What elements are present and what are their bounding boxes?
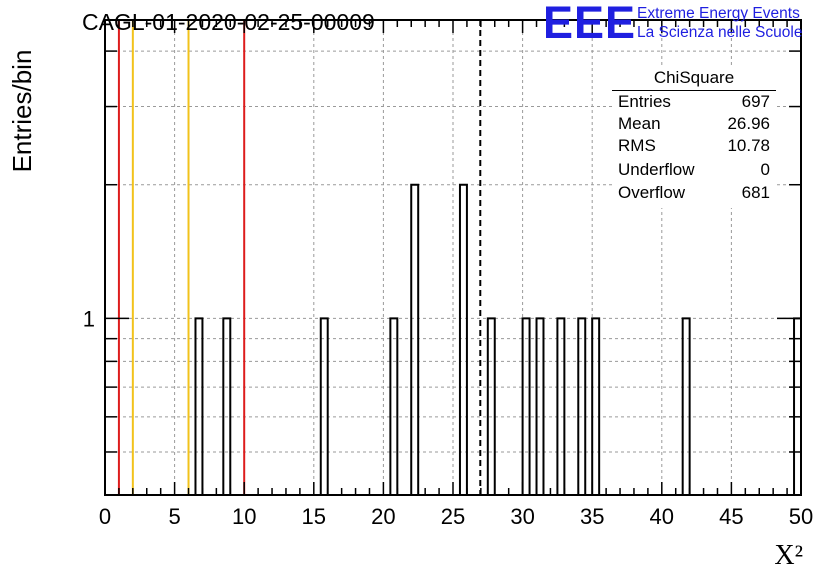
histogram-bar [556,317,566,495]
stats-row-rms: RMS 10.78 [618,136,770,158]
stats-row-underflow: Underflow 0 [618,160,770,182]
histogram-bar [591,317,601,495]
stats-title: ChiSquare [653,68,735,87]
y-axis-ticks: 1 [83,50,801,453]
histogram-bar [535,317,545,495]
histogram-bar [458,183,468,495]
x-tick-label: 50 [789,504,813,529]
stats-label: RMS [618,136,656,155]
stats-label: Overflow [618,183,686,202]
histogram-bar [681,317,691,495]
x-tick-label: 5 [168,504,180,529]
histogram-bar [389,317,399,495]
stats-row-overflow: Overflow 681 [618,183,770,205]
x-tick-label: 10 [232,504,256,529]
stats-label: Mean [618,114,661,133]
reference-lines [117,20,482,495]
histogram-bar [577,317,587,495]
histogram-bar [521,317,531,495]
histogram-bar [222,317,232,495]
stats-divider [612,90,776,91]
histogram-bar [194,317,204,495]
stats-value: 10.78 [727,136,770,155]
stats-row-mean: Mean 26.96 [618,114,770,136]
histogram-bar [410,183,420,495]
x-tick-label: 35 [580,504,604,529]
stats-value: 0 [760,160,770,179]
eee-logo-mark: EEE [543,0,637,48]
x-tick-label: 0 [99,504,111,529]
logo-subtitle-line-1: Extreme Energy Events [637,5,800,22]
histogram-bars [194,183,802,495]
x-tick-label: 15 [302,504,326,529]
stats-value: 26.96 [727,114,770,133]
y-tick-label: 1 [83,306,95,331]
stats-label: Entries [618,92,671,111]
x-tick-label: 45 [719,504,743,529]
stats-box: ChiSquare Entries 697 Mean 26.96 RMS 10.… [612,66,776,208]
histogram-bar [486,317,496,495]
stats-value: 697 [741,92,770,111]
x-axis-label: X² [774,540,803,571]
histogram-bar [793,317,802,495]
stats-label: Underflow [618,160,695,179]
stats-value: 681 [741,183,770,202]
logo-subtitle-line-2: La Scienza nelle Scuole [637,24,803,41]
eee-logo: EEE Extreme Energy Events La Scienza nel… [543,0,833,48]
histogram-bar [319,317,329,495]
run-title: CAGL-01-2020-02-25-00009 [82,9,375,35]
x-tick-label: 40 [650,504,674,529]
stats-row-entries: Entries 697 [618,92,770,114]
x-tick-label: 20 [371,504,395,529]
x-axis-ticks: 0 5 10 15 20 25 30 35 40 45 50 [99,20,813,529]
x-tick-label: 30 [510,504,534,529]
x-tick-label: 25 [441,504,465,529]
y-axis-label: Entries/bin [7,50,37,173]
